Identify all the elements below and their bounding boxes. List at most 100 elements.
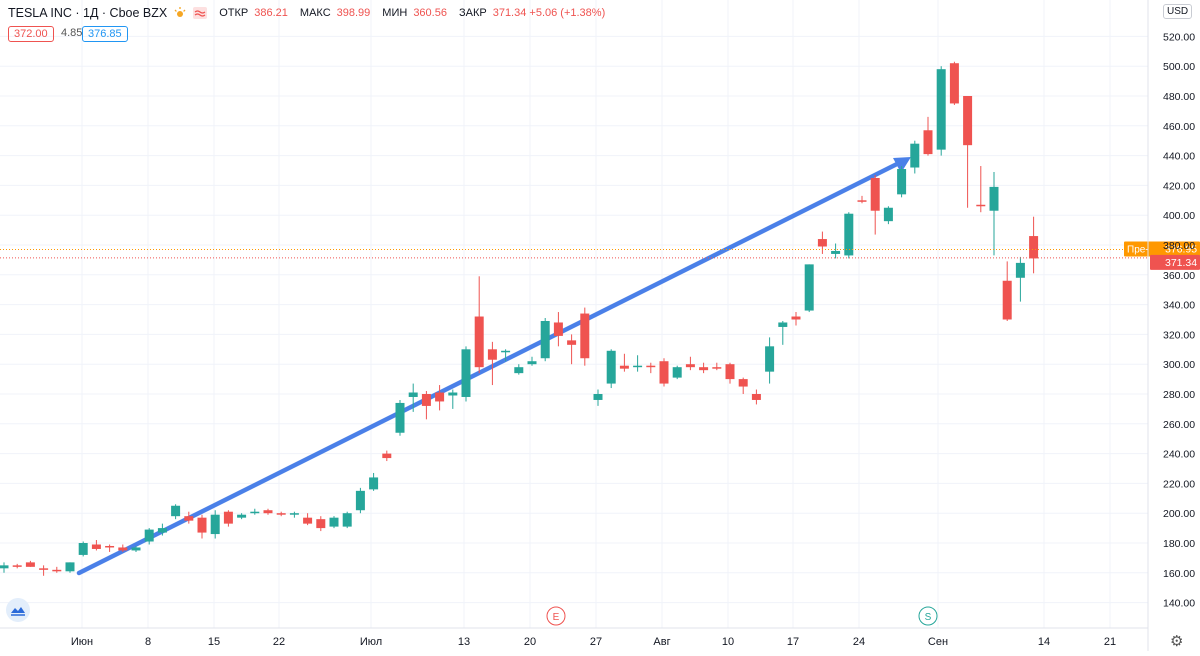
y-tick-label: 300.00 <box>1163 359 1195 371</box>
candle-body <box>52 569 62 572</box>
ask-price[interactable]: 376.85 <box>82 26 128 42</box>
price-label-prefix: Пре- <box>1127 245 1149 256</box>
y-tick-label: 320.00 <box>1163 329 1195 341</box>
candle-body <box>303 517 313 524</box>
candle-body <box>474 316 484 368</box>
candle-body <box>197 517 207 533</box>
candle-body <box>421 394 431 406</box>
candle-body <box>435 392 445 402</box>
candle-body <box>289 513 299 515</box>
currency-badge[interactable]: USD <box>1163 4 1193 19</box>
candle-body <box>817 239 827 247</box>
y-tick-label: 260.00 <box>1163 419 1195 431</box>
y-tick-label: 420.00 <box>1163 180 1195 192</box>
y-tick-label: 280.00 <box>1163 389 1195 401</box>
event-marker-label: S <box>925 612 932 623</box>
candle-body <box>1029 236 1039 259</box>
x-tick-label: 24 <box>853 636 865 648</box>
price-label-value: 371.34 <box>1165 257 1197 269</box>
candle-body <box>342 513 352 527</box>
candle-body <box>923 130 933 155</box>
candle-body <box>540 320 550 359</box>
candle-body <box>791 316 801 320</box>
candle-body <box>870 177 880 211</box>
candle-body <box>527 361 537 365</box>
y-tick-label: 200.00 <box>1163 508 1195 520</box>
candle-body <box>461 349 471 397</box>
candles-layer <box>0 61 1039 576</box>
x-tick-label: Июн <box>71 636 93 648</box>
price-label-value: 376.95 <box>1165 244 1197 256</box>
y-tick-label: 360.00 <box>1163 270 1195 282</box>
low-label: МИН <box>382 7 408 19</box>
y-tick-label: 520.00 <box>1163 31 1195 43</box>
candle-body <box>329 517 339 527</box>
y-tick-label: 400.00 <box>1163 210 1195 222</box>
candle-body <box>831 250 841 254</box>
y-tick-label: 480.00 <box>1163 91 1195 103</box>
candle-body <box>144 529 154 542</box>
candle-body <box>1002 280 1012 320</box>
y-tick-label: 340.00 <box>1163 300 1195 312</box>
bid-price[interactable]: 372.00 <box>8 26 54 42</box>
candle-body <box>12 565 22 567</box>
candle-body <box>580 313 590 359</box>
candle-body <box>91 544 101 549</box>
y-tick-label: 500.00 <box>1163 61 1195 73</box>
candle-body <box>685 364 695 368</box>
candle-body <box>223 511 233 524</box>
close-value: 371.34 +5.06 (+1.38%) <box>492 7 606 19</box>
candle-body <box>910 143 920 168</box>
y-tick-label: 380.00 <box>1163 240 1195 252</box>
candle-body <box>606 350 616 384</box>
x-tick-label: 13 <box>458 636 470 648</box>
candle-body <box>1015 262 1025 278</box>
x-tick-label: 27 <box>590 636 602 648</box>
open-label: ОТКР <box>219 7 249 19</box>
candle-body <box>751 394 761 400</box>
symbol-title[interactable]: TESLA INC · 1Д · Cboe BZX <box>8 6 168 20</box>
candle-body <box>963 96 973 146</box>
x-tick-label: 22 <box>273 636 285 648</box>
candle-body <box>276 513 286 515</box>
spread-value: 4.85 <box>61 27 83 39</box>
open-value: 386.21 <box>254 7 288 19</box>
candle-body <box>804 264 814 311</box>
candle-body <box>0 565 9 569</box>
tradingview-logo-icon[interactable] <box>6 598 30 622</box>
candle-body <box>501 350 511 353</box>
x-tick-label: Июл <box>360 636 382 648</box>
candle-body <box>78 543 88 555</box>
candle-body <box>395 402 405 433</box>
candle-body <box>949 63 959 104</box>
candle-body <box>25 562 35 567</box>
candle-body <box>646 365 656 368</box>
candle-body <box>857 200 867 202</box>
candle-body <box>65 562 75 572</box>
candle-body <box>316 519 326 529</box>
x-tick-label: 20 <box>524 636 536 648</box>
x-tick-label: Сен <box>928 636 948 648</box>
y-tick-label: 460.00 <box>1163 121 1195 133</box>
y-tick-label: 180.00 <box>1163 538 1195 550</box>
y-tick-label: 220.00 <box>1163 478 1195 490</box>
y-tick-label: 240.00 <box>1163 449 1195 461</box>
candle-body <box>976 204 986 207</box>
candle-body <box>765 346 775 372</box>
wave-icon <box>193 7 208 19</box>
close-label: ЗАКР <box>458 7 487 19</box>
low-value: 360.56 <box>413 7 447 19</box>
event-marker-label: E <box>553 612 560 623</box>
candle-body <box>989 186 999 211</box>
event-marker-circle <box>546 606 566 626</box>
candle-body <box>382 453 392 459</box>
candle-body <box>118 547 128 551</box>
settings-gear-icon[interactable]: ⚙ <box>1170 633 1184 650</box>
candle-body <box>105 545 115 548</box>
trend-arrow-head <box>893 157 911 173</box>
time-axis: Июн 8 15 22 Июл 13 20 27 Авг 10 17 24 Сен 14 21 <box>0 627 1148 648</box>
